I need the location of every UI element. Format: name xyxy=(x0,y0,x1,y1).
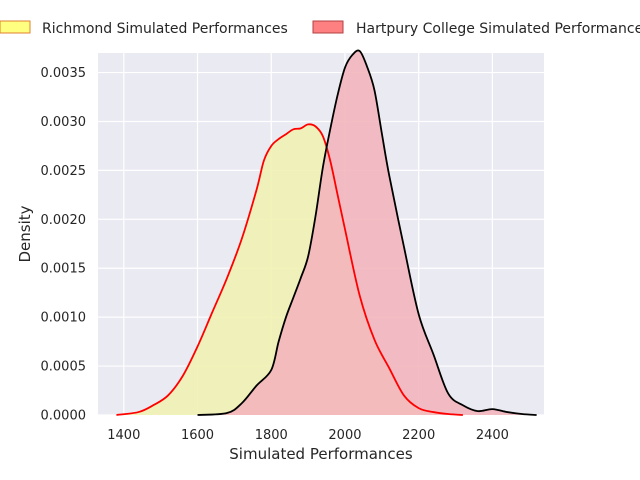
area-fill-richmond xyxy=(116,124,463,415)
density-line-hartpury xyxy=(197,49,537,416)
x-axis-label: Simulated Performances xyxy=(229,445,413,463)
y-tick-label: 0.0010 xyxy=(41,311,87,326)
y-tick-label: 0.0015 xyxy=(41,262,87,277)
y-tick-label: 0.0020 xyxy=(41,213,87,228)
y-tick-label: 0.0030 xyxy=(41,115,87,130)
legend-swatch-richmond xyxy=(0,20,31,34)
y-tick-label: 0.0000 xyxy=(41,409,87,424)
x-tick-label: 1800 xyxy=(255,428,288,443)
density-areas xyxy=(116,49,537,416)
x-tick-label: 2200 xyxy=(402,428,435,443)
y-tick-label: 0.0005 xyxy=(41,360,87,375)
y-axis-label: Density xyxy=(16,205,34,262)
y-axis-ticks: 0.0000 0.0005 0.0010 0.0015 0.0020 0.0025 0.00… xyxy=(41,66,87,423)
legend: Richmond Simulated Performances Hartpury… xyxy=(0,20,640,37)
y-tick-label: 0.0035 xyxy=(41,66,87,81)
y-tick-label: 0.0025 xyxy=(41,164,87,179)
x-axis-ticks: 1400 1600 1800 2000 2200 2400 xyxy=(107,428,509,443)
legend-swatch-hartpury xyxy=(312,20,344,34)
legend-label-richmond: Richmond Simulated Performances xyxy=(42,21,288,37)
x-tick-label: 2000 xyxy=(328,428,361,443)
density-line-richmond xyxy=(116,123,463,416)
area-fill-hartpury xyxy=(197,50,537,415)
x-tick-label: 2400 xyxy=(476,428,509,443)
x-tick-label: 1400 xyxy=(107,428,140,443)
legend-label-hartpury: Hartpury College Simulated Performances xyxy=(356,21,640,37)
x-tick-label: 1600 xyxy=(181,428,214,443)
